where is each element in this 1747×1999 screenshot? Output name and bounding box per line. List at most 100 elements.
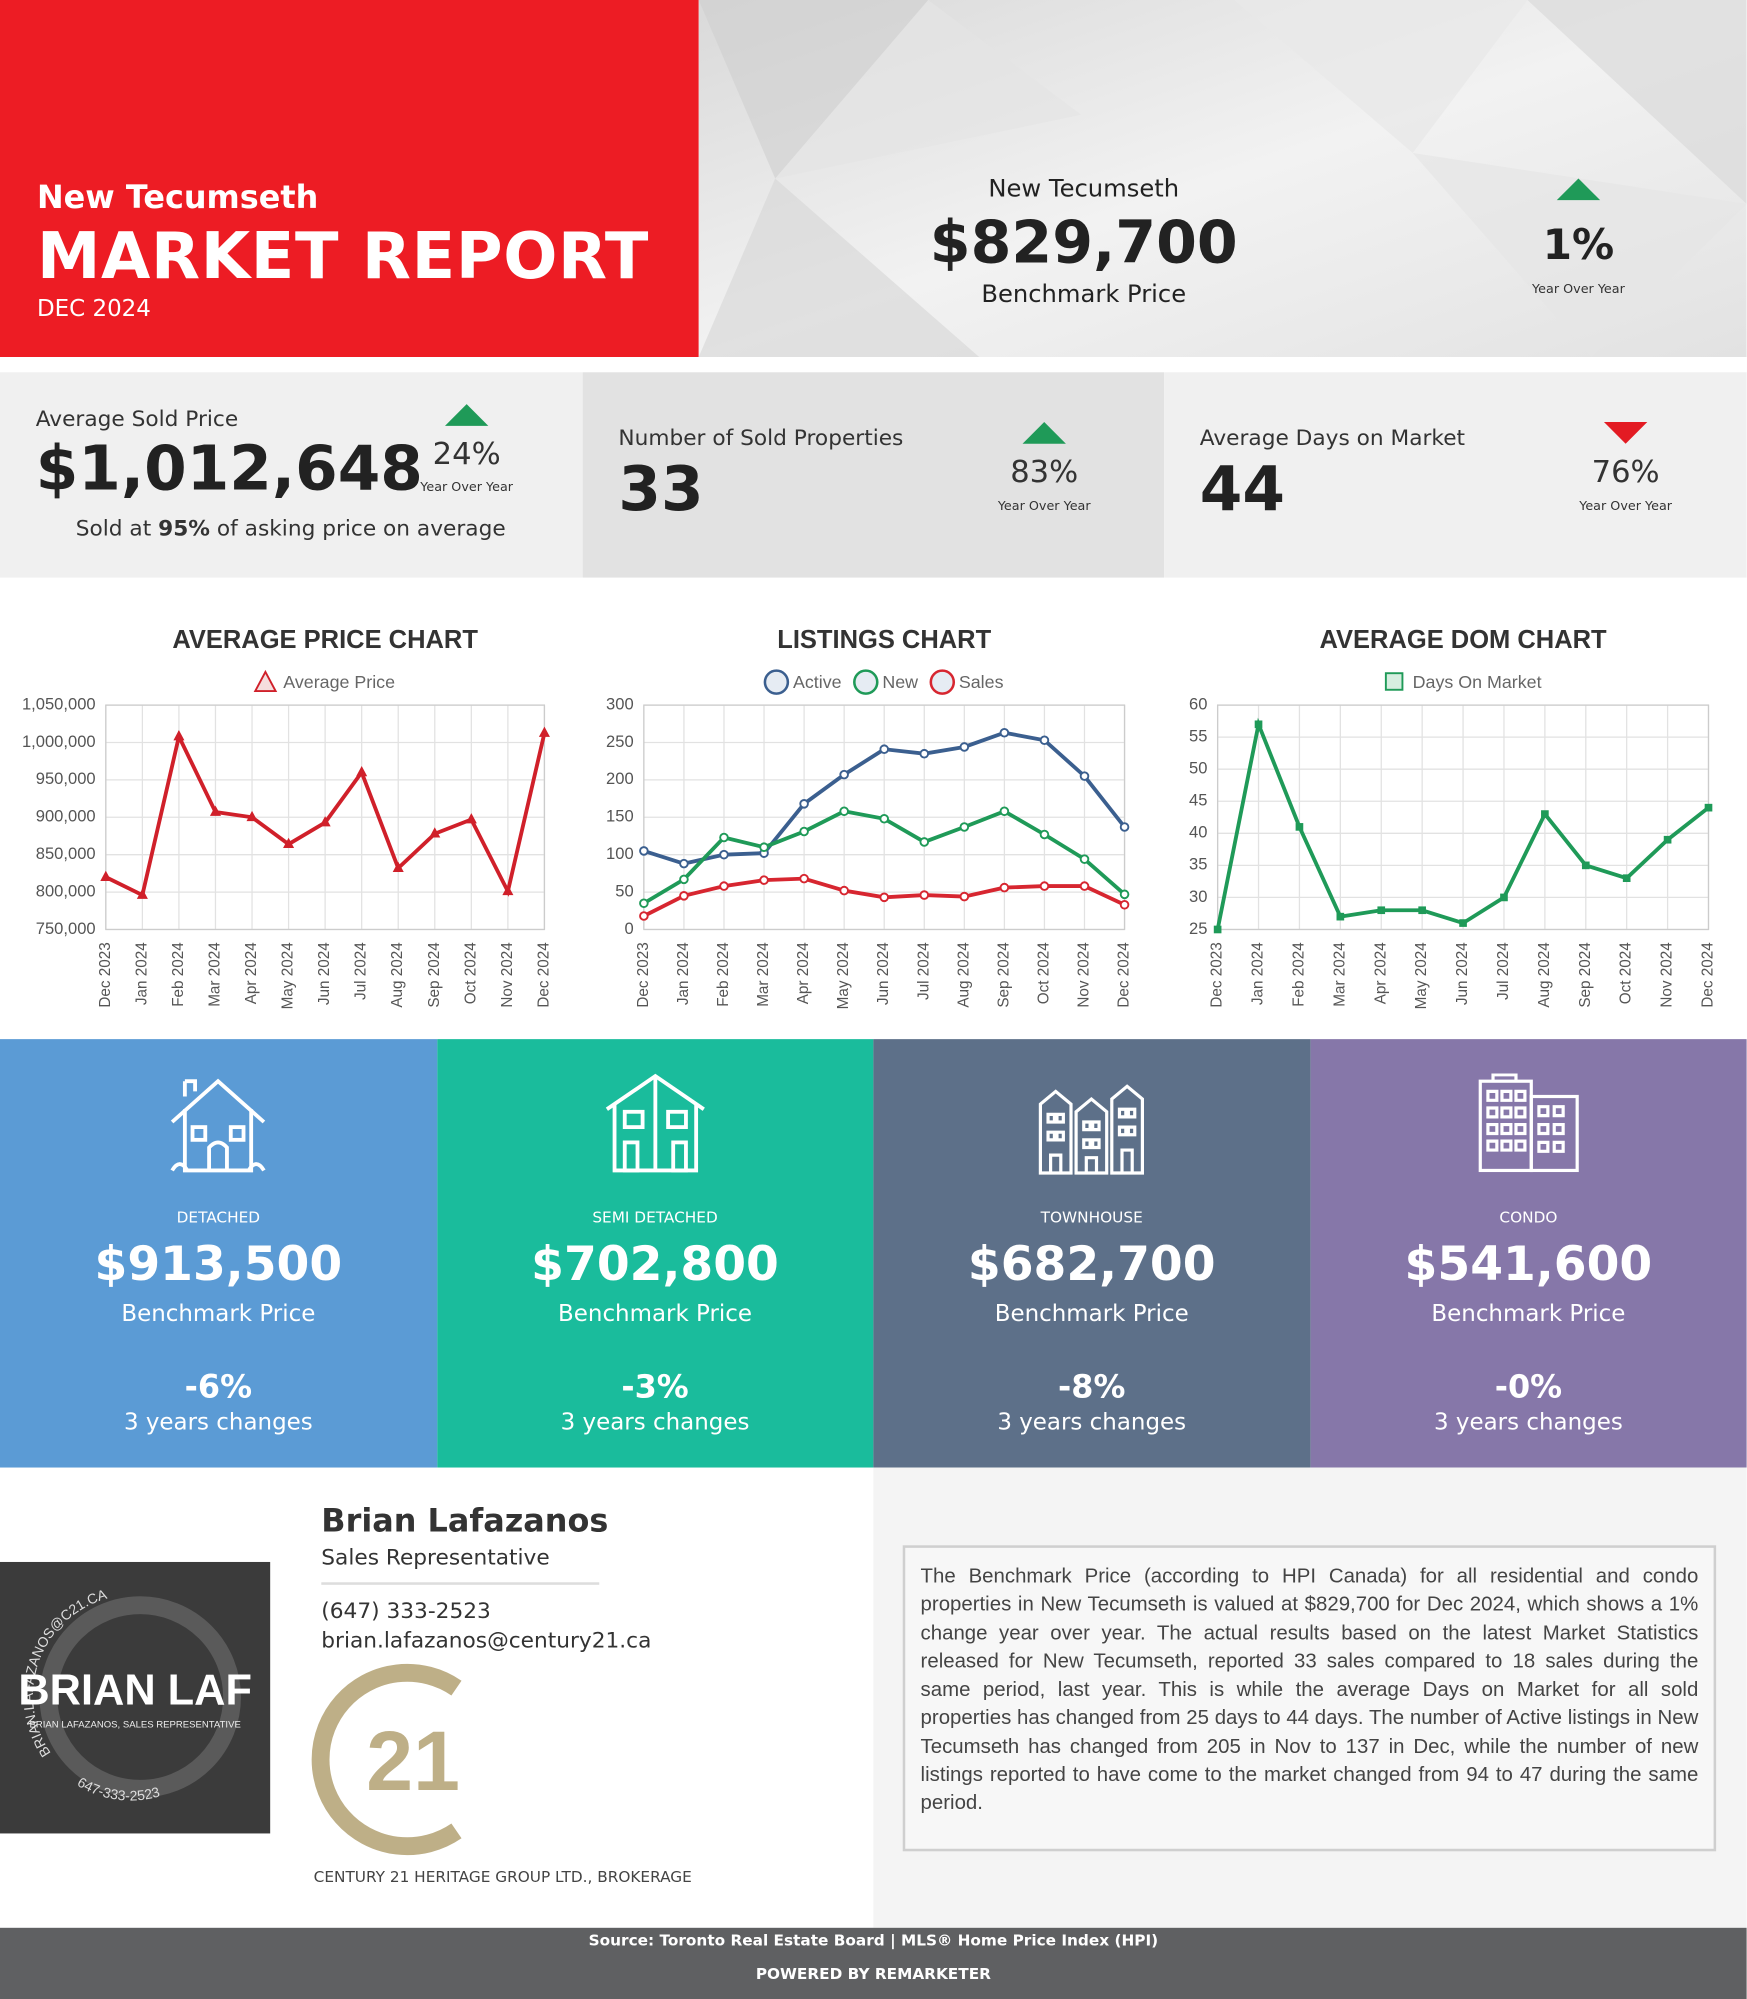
legend-label: Sales [959,672,1004,692]
x-tick-label: Nov 2024 [1659,942,1676,1008]
legend-marker [763,669,790,695]
point [719,849,729,860]
x-tick-label: Sep 2024 [426,942,443,1008]
type-label: CONDO [1499,1208,1558,1227]
x-tick-label: Oct 2024 [1618,942,1635,1005]
point [679,874,689,885]
point [1295,823,1304,831]
header-panel [0,0,699,357]
x-tick-label: Jan 2024 [1250,942,1267,1005]
x-tick-label: Feb 2024 [170,942,187,1007]
x-tick-label: Feb 2024 [715,942,732,1007]
point [679,891,689,901]
badge-name: BRIAN LAF [18,1667,252,1715]
type-price: $913,500 [94,1236,343,1292]
y-tick-label: 1,050,000 [22,694,96,713]
legend-marker [929,669,956,695]
x-tick-label: Jun 2024 [316,942,333,1005]
footer [0,1927,1747,1999]
point [839,769,849,780]
legend: Active New Sales [763,669,1004,695]
legend-marker [253,669,278,693]
plot-frame [643,704,1126,931]
stat-label: Average Sold Price [35,406,239,433]
x-tick-label: Dec 2023 [635,942,652,1007]
stat-change-label: Year Over Year [420,480,514,495]
agent-email: brian.lafazanos@century21.ca [321,1628,652,1654]
point [919,890,930,900]
x-tick-label: Sep 2024 [1577,942,1594,1008]
point [999,727,1010,738]
point [879,813,889,824]
legend-label: Active [793,672,842,692]
point [719,832,729,843]
chart: LISTINGS CHART 0 50 100 150 200 250 300 Dec 2023… [606,626,1133,1009]
y-tick-label: 50 [1189,759,1207,778]
point [639,898,649,909]
point [1039,735,1050,746]
type-change: -0% [1494,1368,1563,1406]
x-tick-label: Dec 2024 [535,942,552,1008]
x-tick-label: Apr 2024 [1372,942,1389,1005]
icon-detached [170,1078,266,1173]
x-tick-label: May 2024 [280,942,297,1010]
point [209,805,222,816]
note-text: Sold at [75,516,159,542]
type-change-label: 3 years changes [560,1408,750,1436]
point [879,892,889,903]
legend: Average Price [253,669,395,693]
benchmark-change-label: Year Over Year [1532,283,1625,298]
point [173,730,185,741]
stat-panel [582,372,1165,578]
stat-change-label: Year Over Year [997,499,1091,514]
header-date: DEC 2024 [36,295,151,323]
point [136,888,148,899]
point [1418,906,1426,915]
point [465,813,477,824]
legend-marker [853,669,879,695]
note-text: of asking price on average [210,516,506,542]
x-tick-label: Aug 2024 [955,942,972,1008]
x-tick-label: Jul 2024 [915,942,932,1000]
point [1254,720,1263,729]
legend-label: Average Price [283,672,395,692]
trend-arrow [1603,422,1648,444]
x-tick-label: Dec 2024 [1116,942,1133,1008]
point [759,842,769,852]
property-card: SEMI DETACHED $702,800 Benchmark Price -… [436,1039,874,1468]
benchmark-change: 1% [1542,219,1615,270]
point [1336,912,1345,921]
y-tick-label: 55 [1189,727,1207,746]
agent-badge: BRIAN.LAFAZANOS@C21.CA BRIAN LAF BRIAN L… [0,1561,271,1834]
icon-townhouse [1039,1084,1145,1175]
point [1079,771,1090,781]
point [1039,881,1050,891]
point [839,806,849,817]
point [538,726,550,737]
chart-title: LISTINGS CHART [777,626,991,654]
x-tick-label: Dec 2024 [1700,942,1717,1008]
property-card: DETACHED $913,500 Benchmark Price -6% 3 … [0,1039,437,1468]
trend-arrow [1556,178,1601,201]
footer-source: Source: Toronto Real Estate Board | MLS®… [588,1931,1159,1950]
point [799,799,809,809]
agent-phone: (647) 333-2523 [321,1598,491,1625]
x-tick-label: May 2024 [835,942,852,1010]
point [999,882,1010,893]
x-tick-label: Aug 2024 [389,942,406,1008]
type-label: TOWNHOUSE [1040,1208,1143,1227]
point [679,858,689,869]
stat-change: 83% [1010,453,1079,490]
property-card: TOWNHOUSE $682,700 Benchmark Price -8% 3… [873,1039,1311,1468]
header-title: MARKET REPORT [36,219,650,294]
divider [321,1582,600,1585]
type-price: $682,700 [967,1236,1216,1292]
point [1663,835,1672,844]
sold-note: Sold at 95% of asking price on average [76,516,506,542]
x-tick-label: Apr 2024 [795,942,812,1005]
point [799,873,809,884]
x-tick-label: Jan 2024 [133,942,150,1005]
type-price-label: Benchmark Price [558,1300,753,1328]
icon-condo [1478,1073,1579,1173]
type-change: -3% [621,1368,689,1406]
